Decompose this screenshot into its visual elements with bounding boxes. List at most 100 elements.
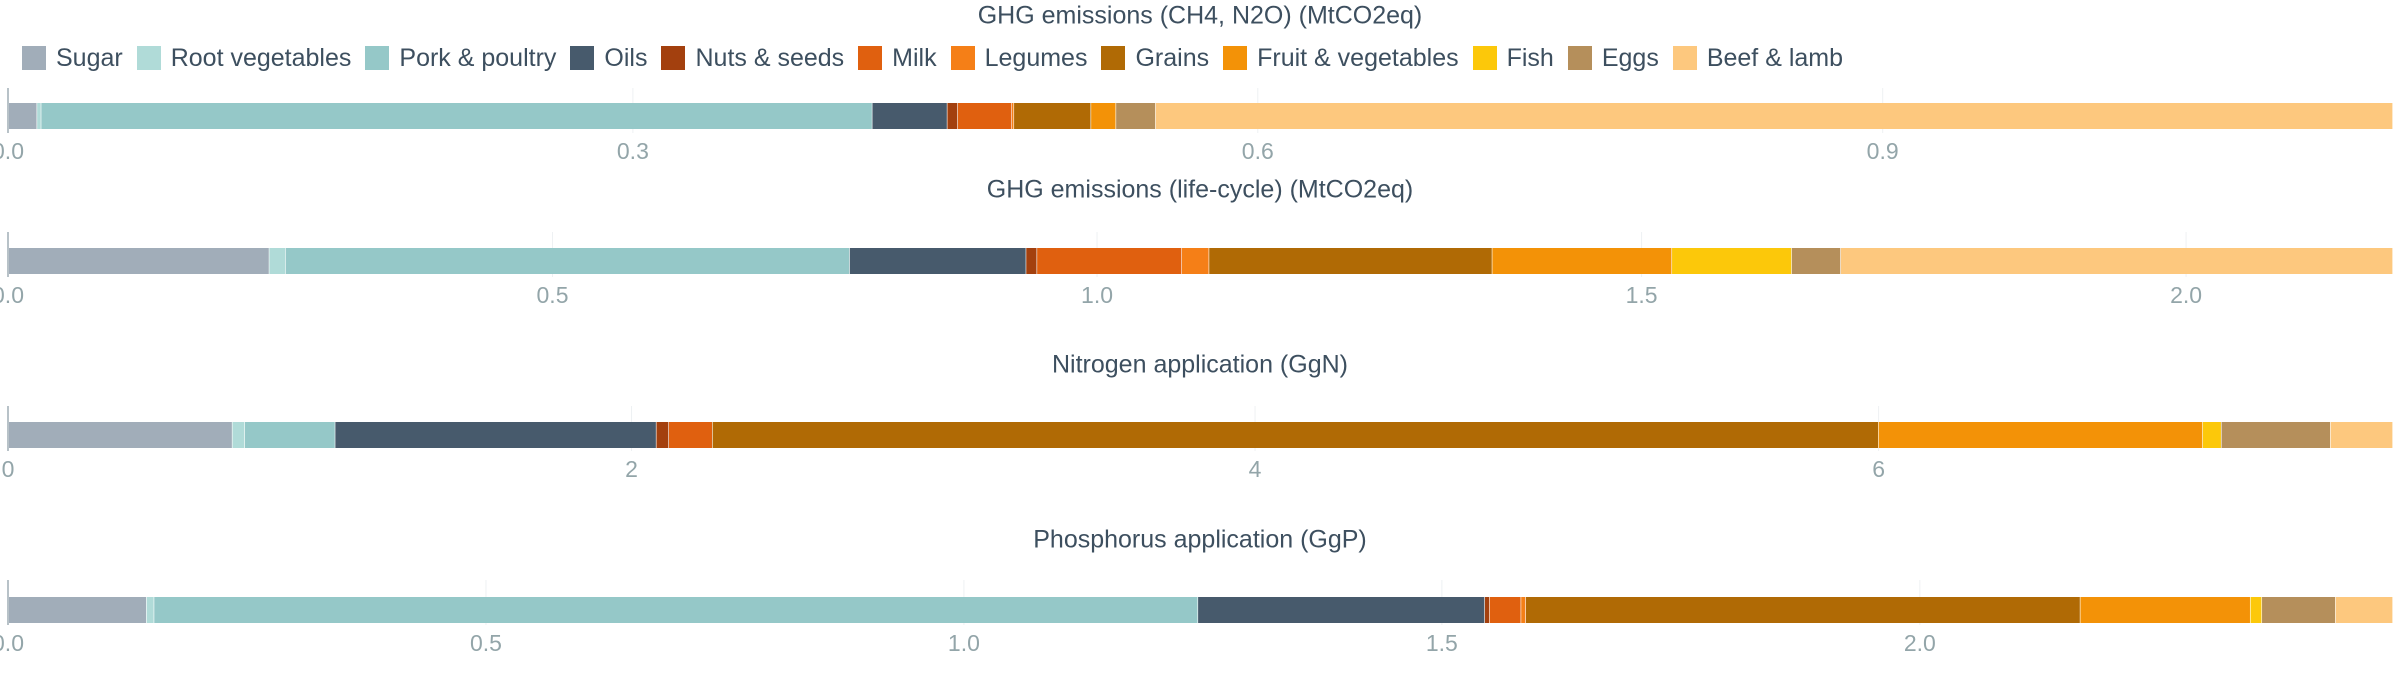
- tick-label: 0: [2, 456, 15, 482]
- bar-segment[interactable]: Sugar: 0.24: [8, 248, 270, 274]
- legend-swatch: [1672, 46, 1697, 70]
- bar-segment[interactable]: Root vegetables: 0.008: [146, 597, 155, 623]
- bar-segment[interactable]: Fish: 0.06: [2202, 422, 2222, 448]
- bar-segment[interactable]: Beef & lamb: 0.507: [1840, 248, 2393, 274]
- legend-label: Root vegetables: [170, 43, 352, 72]
- bar-segment[interactable]: Milk: 0.033: [1489, 597, 1522, 623]
- chart-panel: Phosphorus application (GgP) Sugar: 0.145…: [0, 526, 2394, 656]
- bar-segment[interactable]: Nuts & seeds: 0.01: [1026, 248, 1038, 274]
- chart-title: Nitrogen application (GgN): [1052, 351, 1348, 379]
- chart-panel: GHG emissions (life-cycle) (MtCO2eq) Suga…: [0, 176, 2394, 308]
- bar-segment[interactable]: Grains: 3.74: [712, 422, 1879, 448]
- legend-item[interactable]: Milk: [858, 43, 937, 73]
- tick-label: 1.5: [1426, 630, 1458, 656]
- bar-segment[interactable]: Fish: 0.11: [1672, 248, 1792, 274]
- legend-label: Grains: [1135, 43, 1210, 72]
- legend-item[interactable]: Beef & lamb: [1672, 43, 1844, 73]
- bar-segment[interactable]: Root vegetables: 0.04: [232, 422, 245, 448]
- tick-label: 0.6: [1242, 138, 1274, 164]
- legend-swatch: [950, 46, 975, 70]
- bar-segment[interactable]: Sugar: 0.014: [8, 103, 38, 129]
- legend-item[interactable]: Fish: [1472, 43, 1554, 73]
- legend-label: Fish: [1506, 43, 1554, 72]
- bar-segment[interactable]: Sugar: 0.72: [8, 422, 233, 448]
- tick-label: 0.9: [1867, 138, 1899, 164]
- legend-item[interactable]: Eggs: [1567, 43, 1659, 73]
- bar-segment[interactable]: Eggs: 0.045: [1791, 248, 1841, 274]
- bar-segment[interactable]: Oils: 0.036: [872, 103, 948, 129]
- chart-title: GHG emissions (life-cycle) (MtCO2eq): [987, 176, 1413, 204]
- legend-item[interactable]: Grains: [1101, 44, 1209, 73]
- legend-swatch: [1101, 46, 1126, 70]
- legend-swatch: [365, 46, 390, 70]
- tick-label: 0.5: [470, 630, 502, 656]
- legend-swatch: [858, 46, 883, 70]
- bar-segment[interactable]: Legumes: 0.001: [1011, 103, 1015, 129]
- chart-legend: Sugar Root vegetables Pork & poultry Oils Nu…: [22, 40, 1857, 76]
- tick-label: 6: [1872, 456, 1885, 482]
- chart-panel: GHG emissions (CH4, N2O) (MtCO2eq) Sugar:…: [0, 2, 2394, 164]
- bar-segment[interactable]: Sugar: 0.145: [8, 597, 147, 623]
- bar-segment[interactable]: Oils: 0.162: [849, 248, 1027, 274]
- bar-segment[interactable]: Pork & poultry: 0.29: [244, 422, 336, 448]
- legend-item[interactable]: Sugar: [22, 44, 123, 73]
- chart-panel: Nitrogen application (GgN) Sugar: 0.72Roo…: [2, 351, 2394, 482]
- bar-segment[interactable]: Milk: 0.14: [668, 422, 713, 448]
- legend-item[interactable]: Pork & poultry: [365, 44, 556, 73]
- bar-segment[interactable]: Fish: 0.012: [2250, 597, 2263, 623]
- legend-label: Eggs: [1601, 43, 1659, 72]
- bar-segment[interactable]: Nuts & seeds: 0.04: [656, 422, 669, 448]
- tick-label: 1.5: [1626, 282, 1658, 308]
- tick-label: 2: [625, 456, 638, 482]
- bar-segment[interactable]: Beef & lamb: 0.594: [1155, 103, 2393, 129]
- bar-segment[interactable]: Eggs: 0.077: [2262, 597, 2336, 623]
- bar-segment[interactable]: Pork & poultry: 1.092: [154, 597, 1199, 623]
- legend-swatch: [136, 46, 161, 70]
- bar-segment[interactable]: Root vegetables: 0.015: [269, 248, 286, 274]
- bar-segment[interactable]: Oils: 1.03: [335, 422, 657, 448]
- legend-label: Milk: [892, 43, 937, 72]
- bar-segment[interactable]: Eggs: 0.35: [2221, 422, 2331, 448]
- legend-item[interactable]: Legumes: [950, 44, 1087, 73]
- legend-swatch: [1223, 46, 1248, 70]
- bar-segment[interactable]: Fruit & vegetables: 1.04: [1878, 422, 2203, 448]
- bar-segment[interactable]: Legumes: 0.005: [1521, 597, 1526, 623]
- tick-label: 2.0: [1904, 630, 1936, 656]
- bar-segment[interactable]: Pork & poultry: 0.518: [285, 248, 850, 274]
- chart-title: Phosphorus application (GgP): [1033, 526, 1367, 554]
- legend-label: Sugar: [56, 43, 123, 72]
- legend-label: Beef & lamb: [1706, 43, 1844, 72]
- legend-item[interactable]: Root vegetables: [136, 43, 352, 73]
- bar-segment[interactable]: Grains: 0.58: [1525, 597, 2081, 623]
- bar-segment[interactable]: Eggs: 0.019: [1116, 103, 1156, 129]
- legend-item[interactable]: Oils: [570, 44, 647, 73]
- legend-label: Nuts & seeds: [695, 43, 845, 72]
- bar-segment[interactable]: Oils: 0.3: [1198, 597, 1485, 623]
- bar-segment[interactable]: Nuts & seeds: 0.005: [1484, 597, 1490, 623]
- legend-item[interactable]: Nuts & seeds: [661, 44, 844, 73]
- tick-label: 2.0: [2170, 282, 2202, 308]
- legend-swatch: [22, 46, 46, 70]
- legend-label: Oils: [604, 43, 648, 72]
- bar-segment[interactable]: Beef & lamb: 0.06: [2335, 597, 2393, 623]
- bar-segment[interactable]: Nuts & seeds: 0.005: [947, 103, 958, 129]
- bar-segment[interactable]: Root vegetables: 0.002: [37, 103, 42, 129]
- legend-swatch: [1567, 46, 1592, 70]
- bar-segment[interactable]: Milk: 0.026: [957, 103, 1012, 129]
- bar-segment[interactable]: Grains: 0.037: [1014, 103, 1092, 129]
- legend-label: Fruit & vegetables: [1257, 43, 1459, 72]
- tick-label: 0.0: [0, 138, 24, 164]
- bar-segment[interactable]: Pork & poultry: 0.399: [41, 103, 873, 129]
- tick-label: 4: [1249, 456, 1262, 482]
- legend-item[interactable]: Fruit & vegetables: [1223, 44, 1459, 73]
- bar-segment[interactable]: Fruit & vegetables: 0.012: [1091, 103, 1117, 129]
- bar-segment[interactable]: Fruit & vegetables: 0.178: [2080, 597, 2251, 623]
- bar-segment[interactable]: Beef & lamb: 0.2: [2330, 422, 2393, 448]
- bar-segment[interactable]: Grains: 0.26: [1209, 248, 1493, 274]
- bar-segment[interactable]: Milk: 0.133: [1037, 248, 1182, 274]
- bar-segment[interactable]: Legumes: 0.025: [1181, 248, 1210, 274]
- bar-segment[interactable]: Fruit & vegetables: 0.165: [1492, 248, 1673, 274]
- legend-swatch: [661, 46, 686, 70]
